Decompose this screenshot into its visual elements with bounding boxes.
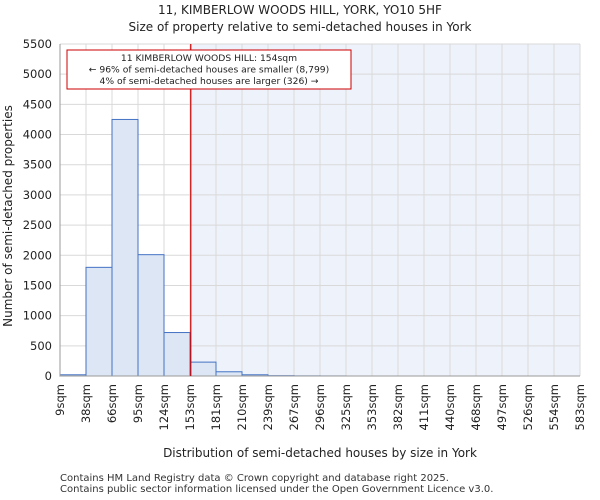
bar [189,361,217,377]
x-axis-label: Distribution of semi-detached houses by … [163,446,477,460]
chart-subtitle: Size of property relative to semi-detach… [129,20,472,34]
footer: Contains HM Land Registry data © Crown c… [60,473,493,495]
x-tick-label: 468sqm [469,384,483,430]
y-tick-label: 5000 [23,67,52,81]
highlight-region [190,44,580,376]
x-tick-label: 554sqm [547,384,561,430]
x-tick-label: 583sqm [573,384,587,430]
x-tick-label: 239sqm [261,384,275,430]
y-tick-label: 4000 [23,128,52,142]
y-tick-label: 500 [30,339,52,353]
x-tick-label: 353sqm [365,384,379,430]
annotation-line-2: ← 96% of semi-detached houses are smalle… [89,65,329,76]
x-tick-label: 124sqm [157,384,171,430]
footer-line-2: Contains public sector information licen… [60,484,494,495]
x-tick-label: 153sqm [183,384,197,430]
x-tick-label: 411sqm [417,384,431,430]
y-tick-label: 2000 [23,248,52,262]
annotation-line-1: 11 KIMBERLOW WOODS HILL: 154sqm [121,53,297,64]
y-tick-label: 3500 [23,158,52,172]
chart-title: 11, KIMBERLOW WOODS HILL, YORK, YO10 5HF [158,3,442,17]
x-tick-label: 210sqm [235,384,249,430]
x-tick-label: 526sqm [521,384,535,430]
x-tick-label: 325sqm [339,384,353,430]
x-tick-label: 95sqm [131,384,145,423]
x-tick-label: 66sqm [105,384,119,423]
bar [137,254,165,377]
footer-line-1: Contains HM Land Registry data © Crown c… [60,473,449,484]
x-tick-label: 440sqm [443,384,457,430]
plot-area: 0 500 1000 1500 2000 2500 3000 3500 4000 4500 5000… [23,37,587,430]
x-tick-label: 9sqm [53,384,67,416]
x-tick-label: 181sqm [209,384,223,430]
annotation-box [66,49,352,90]
y-tick-label: 4500 [23,97,52,111]
x-tick-label: 267sqm [287,384,301,430]
x-tick-label: 382sqm [391,384,405,430]
annotation-line-3: 4% of semi-detached houses are larger (3… [99,76,318,87]
y-tick-label: 5500 [23,37,52,51]
x-tick-label: 296sqm [313,384,327,430]
bar [215,371,243,377]
y-tick-label: 1000 [23,309,52,323]
y-tick-label: 1500 [23,278,52,292]
x-tick-label: 38sqm [79,384,93,423]
bar [163,332,191,377]
y-tick-label: 3000 [23,188,52,202]
y-tick-label: 0 [45,369,52,383]
bar [85,266,113,377]
y-axis-label: Number of semi-detached properties [1,105,15,327]
x-tick-label: 497sqm [495,384,509,430]
bar [111,118,139,377]
y-tick-label: 2500 [23,218,52,232]
